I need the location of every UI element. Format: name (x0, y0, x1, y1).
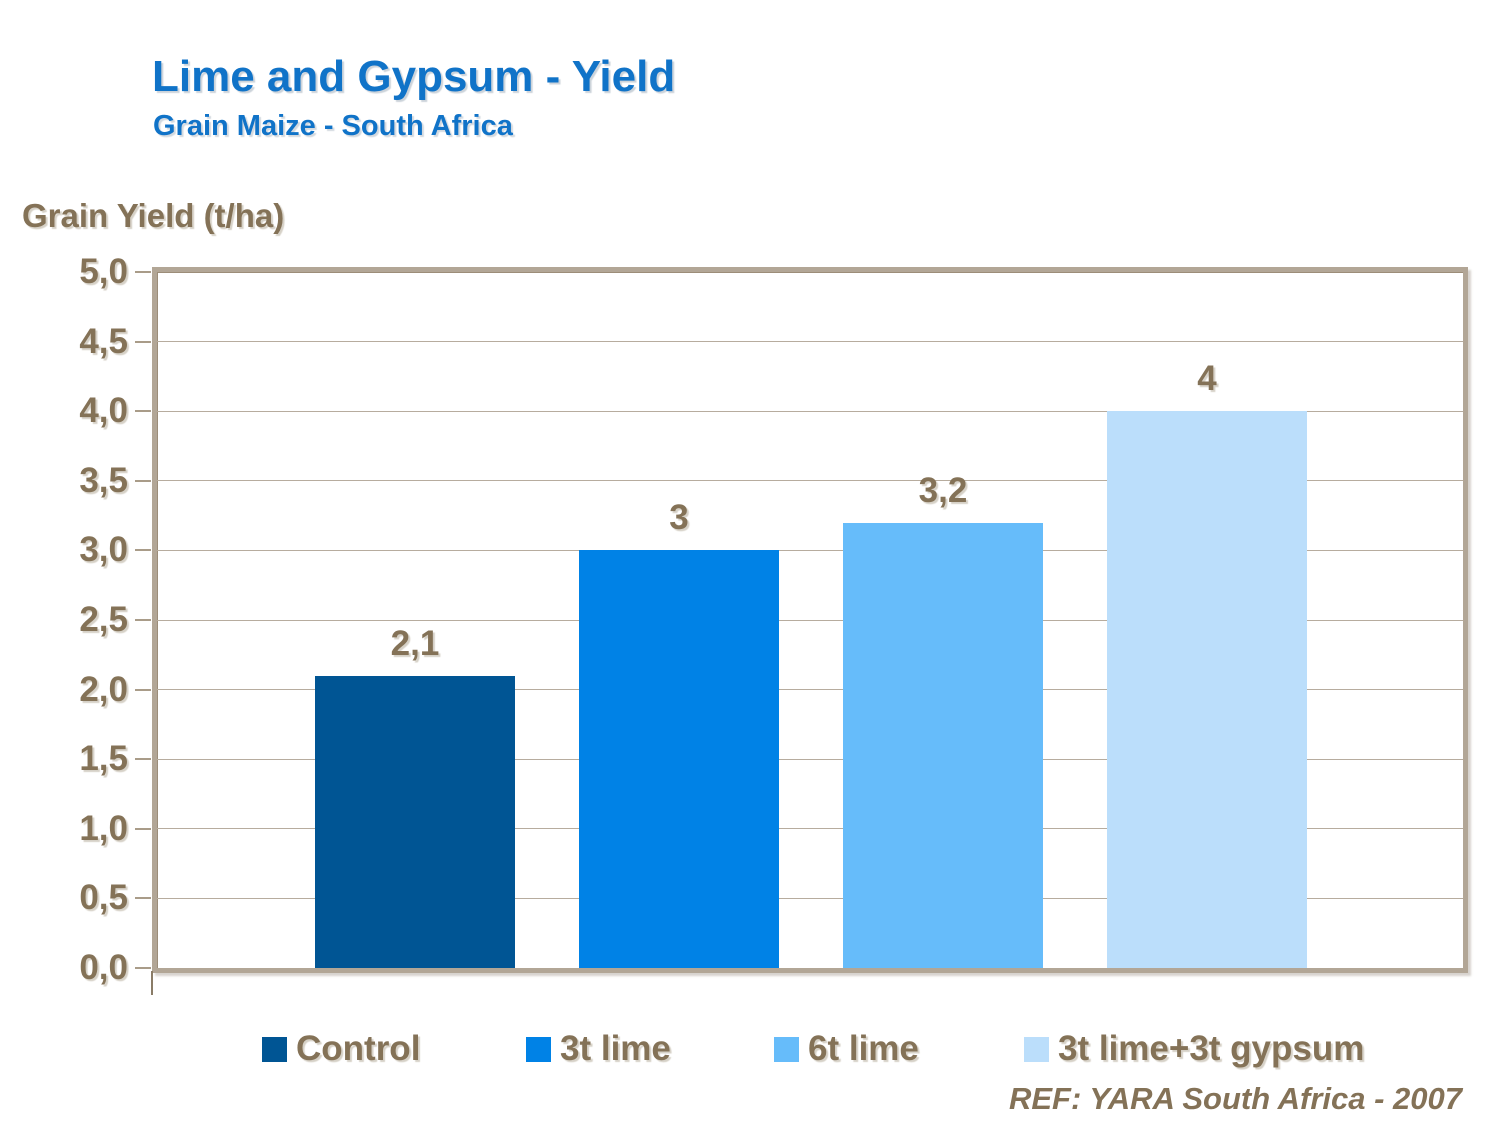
legend-label: 3t lime (560, 1029, 671, 1068)
plot-area: 2,1 3 3,2 4 (135, 267, 1468, 995)
y-tick-label: 2,0 (79, 669, 128, 709)
gridline (157, 758, 1463, 760)
y-axis-tick (135, 688, 151, 691)
gridline (157, 410, 1463, 412)
y-axis-tick (135, 549, 151, 552)
legend-label: 3t lime+3t gypsum (1058, 1029, 1365, 1068)
y-tick-label: 5,0 (79, 252, 128, 291)
legend-swatch (1024, 1036, 1049, 1062)
x-axis-origin-tick (151, 971, 153, 995)
y-axis-tick (135, 967, 151, 969)
y-axis-tick (135, 271, 151, 273)
y-axis-title: Grain Yield (t/ha) (22, 197, 285, 234)
legend-swatch (262, 1036, 287, 1062)
bar-3t-lime-3t-gypsum (1107, 411, 1307, 968)
bar-value-label: 2,1 (390, 623, 440, 663)
y-axis-tick (135, 758, 151, 761)
y-tick-label: 3,5 (79, 460, 128, 500)
gridline (157, 897, 1463, 899)
gridline (157, 549, 1463, 551)
chart-title: Lime and Gypsum - Yield (152, 52, 676, 101)
bar-value-label: 4 (1197, 359, 1217, 399)
legend-item-control: Control (262, 1026, 420, 1072)
y-axis-tick (135, 897, 151, 900)
gridline (157, 619, 1463, 621)
y-tick-label: 1,0 (79, 808, 128, 848)
bar-control (315, 675, 515, 968)
y-tick-label: 0,0 (79, 948, 128, 987)
y-axis-tick (135, 827, 151, 830)
bar-3t-lime (579, 550, 779, 968)
legend-label: Control (296, 1029, 421, 1068)
bar-value-label: 3 (669, 498, 689, 538)
legend-swatch (774, 1036, 799, 1062)
y-tick-label: 4,5 (79, 321, 128, 361)
y-tick-label: 3,0 (79, 530, 128, 570)
gridline (157, 480, 1463, 482)
y-axis-tick (135, 340, 151, 343)
y-axis-tick (135, 410, 151, 413)
legend-item-3t-lime-3t-gypsum: 3t lime+3t gypsum (1024, 1026, 1364, 1072)
bar-value-label: 3,2 (918, 470, 968, 510)
gridline (157, 341, 1463, 343)
bar-6t-lime (843, 522, 1043, 968)
y-tick-label: 0,5 (79, 878, 128, 918)
legend-label: 6t lime (808, 1029, 919, 1068)
legend: Control 3t lime 6t lime 3t lime+3t gypsum (0, 1026, 1500, 1078)
y-axis-tick (135, 619, 151, 621)
chart-subtitle: Grain Maize - South Africa (153, 110, 513, 142)
legend-swatch (526, 1036, 551, 1062)
legend-item-6t-lime: 6t lime (774, 1026, 919, 1072)
y-tick-label: 4,0 (79, 391, 128, 431)
gridline (157, 828, 1463, 830)
y-axis-tick (135, 479, 151, 482)
legend-item-3t-lime: 3t lime (526, 1026, 671, 1072)
reference-note: REF: YARA South Africa - 2007 (1008, 1081, 1462, 1116)
y-tick-label: 1,5 (79, 739, 128, 779)
gridline (157, 689, 1463, 691)
y-tick-label: 2,5 (79, 600, 128, 639)
